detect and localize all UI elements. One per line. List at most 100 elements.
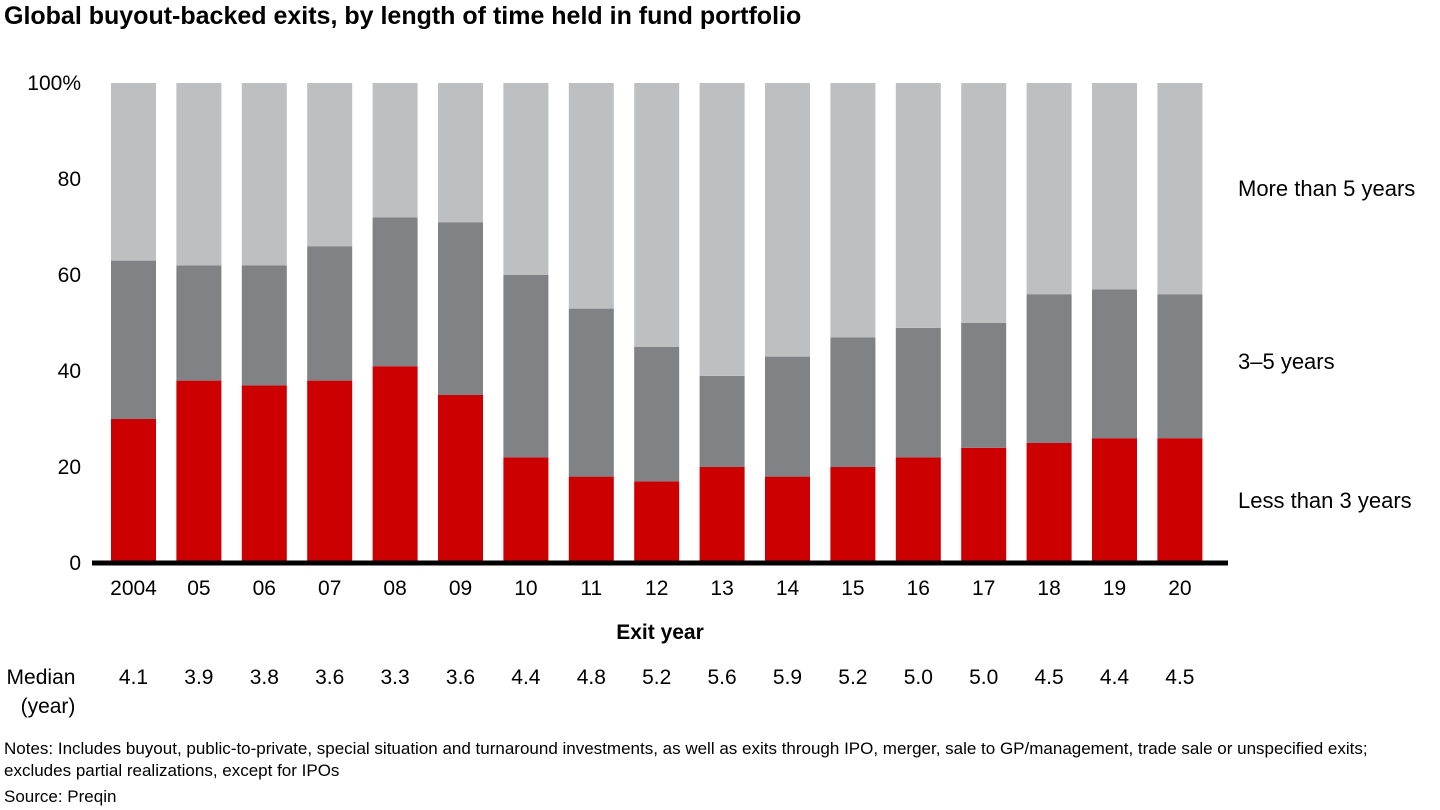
bar-segment-10-series-0 [503,457,549,563]
bar-segment-16-series-1 [895,327,941,458]
median-value-17: 5.0 [969,666,998,689]
bar-segment-11-series-0 [568,476,614,563]
bar-segment-09-series-0 [438,395,483,563]
bar-segment-15-series-2 [830,83,876,338]
median-value-10: 4.4 [511,666,541,689]
bar-segment-06-series-1 [241,265,287,386]
stacked-bar-chart: 2004 4.1 05 3.9 06 3.8 07 3.6 08 3.3 09 3.6 10 4.4 11 4… [7,72,1416,718]
legend-label-series-2: More than 5 years [1238,176,1415,201]
bar-segment-16-series-0 [895,457,941,563]
legend-label-series-1: 3–5 years [1238,349,1335,374]
x-tick-label-05: 05 [187,577,210,600]
median-value-08: 3.3 [380,666,409,689]
bar-segment-05-series-0 [176,380,222,563]
bar-segment-18-series-0 [1026,443,1072,563]
bar-segment-12-series-1 [634,347,680,482]
bar-segment-20-series-1 [1157,294,1203,439]
bar-segment-12-series-0 [634,481,680,563]
x-tick-label-17: 17 [972,577,995,600]
bar-segment-18-series-2 [1026,83,1072,295]
median-value-16: 5.0 [904,666,933,689]
x-tick-label-2004: 2004 [110,577,157,600]
median-value-05: 3.9 [184,666,213,689]
bar-segment-2004-series-2 [111,83,156,261]
median-value-14: 5.9 [773,666,802,689]
median-value-12: 5.2 [642,666,671,689]
bar-segment-2004-series-0 [111,419,156,563]
y-tick-label-40: 40 [58,360,81,383]
x-tick-label-19: 19 [1103,577,1126,600]
bar-segment-16-series-2 [895,83,941,328]
bar-segment-20-series-2 [1157,83,1203,295]
bar-segment-05-series-2 [176,83,222,266]
median-label: Median [7,666,76,689]
x-tick-label-09: 09 [449,577,472,600]
x-tick-label-14: 14 [776,577,800,600]
bar-segment-08-series-1 [372,217,418,367]
bar-segment-06-series-0 [241,385,287,563]
median-label-unit: (year) [21,695,76,718]
bar-segment-09-series-2 [438,83,483,223]
bar-segment-11-series-1 [568,308,614,477]
bar-segment-08-series-0 [372,366,418,563]
median-value-13: 5.6 [707,666,736,689]
median-value-11: 4.8 [577,666,606,689]
bar-segment-19-series-2 [1092,83,1137,290]
x-tick-label-15: 15 [841,577,864,600]
x-axis-title: Exit year [616,621,704,644]
bar-segment-19-series-0 [1092,438,1137,563]
y-tick-label-100: 100% [27,72,81,95]
y-tick-label-20: 20 [58,456,81,479]
bar-segment-18-series-1 [1026,294,1072,443]
y-tick-label-80: 80 [58,168,81,191]
bar-segment-2004-series-1 [111,260,156,419]
legend-label-series-0: Less than 3 years [1238,488,1412,513]
bar-segment-14-series-0 [765,476,810,563]
chart-notes: Notes: Includes buyout, public-to-privat… [4,739,1368,780]
bar-segment-19-series-1 [1092,289,1137,439]
bar-segment-07-series-0 [307,380,353,563]
bar-segment-20-series-0 [1157,438,1203,563]
bar-segment-07-series-1 [307,246,353,381]
bar-segment-13-series-1 [699,375,745,467]
x-tick-label-06: 06 [253,577,276,600]
y-tick-label-0: 0 [69,552,81,575]
bar-segment-12-series-2 [634,83,680,347]
median-value-06: 3.8 [250,666,279,689]
bar-segment-14-series-2 [765,83,810,357]
bar-segment-17-series-0 [961,447,1007,563]
x-tick-label-20: 20 [1168,577,1191,600]
bar-segment-09-series-1 [438,222,483,395]
median-value-09: 3.6 [446,666,475,689]
x-tick-label-18: 18 [1037,577,1060,600]
x-tick-label-07: 07 [318,577,341,600]
chart-source: Source: Preqin [4,787,117,806]
x-tick-label-13: 13 [710,577,733,600]
median-value-19: 4.4 [1100,666,1130,689]
bar-segment-17-series-1 [961,323,1007,448]
y-tick-label-60: 60 [58,264,81,287]
x-tick-label-08: 08 [383,577,406,600]
bar-segment-13-series-2 [699,83,745,376]
bar-segment-14-series-1 [765,356,810,477]
x-tick-label-11: 11 [580,577,602,600]
median-value-07: 3.6 [315,666,344,689]
bar-segment-11-series-2 [568,83,614,309]
bar-segment-10-series-2 [503,83,549,275]
bar-segment-07-series-2 [307,83,353,247]
median-value-2004: 4.1 [119,666,148,689]
chart-title: Global buyout-backed exits, by length of… [4,2,802,30]
x-tick-label-10: 10 [514,577,537,600]
bar-segment-15-series-1 [830,337,876,467]
bar-segment-10-series-1 [503,275,549,458]
bar-segment-06-series-2 [241,83,287,266]
bar-segment-08-series-2 [372,83,418,218]
bar-segment-15-series-0 [830,467,876,563]
median-value-18: 4.5 [1034,666,1063,689]
bar-segment-05-series-1 [176,265,222,381]
median-value-15: 5.2 [838,666,867,689]
median-value-20: 4.5 [1165,666,1194,689]
x-tick-label-12: 12 [645,577,668,600]
bar-segment-17-series-2 [961,83,1007,323]
x-tick-label-16: 16 [907,577,930,600]
